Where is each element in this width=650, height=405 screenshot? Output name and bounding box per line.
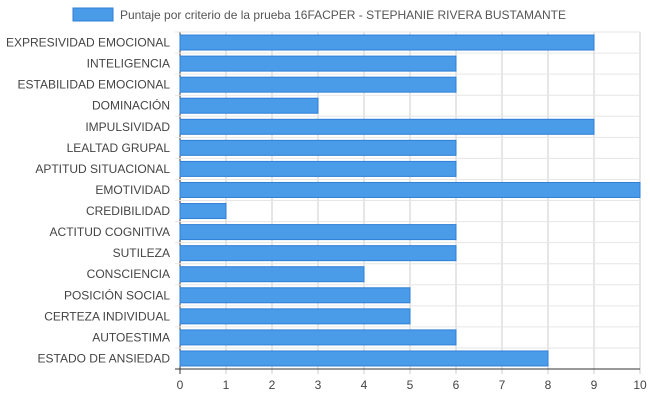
x-tick-label: 0 bbox=[177, 378, 184, 392]
bar[interactable] bbox=[179, 203, 227, 220]
x-tick-label: 3 bbox=[315, 378, 322, 392]
bar[interactable] bbox=[179, 350, 549, 367]
category-label: IMPULSIVIDAD bbox=[85, 120, 170, 134]
legend[interactable]: Puntaje por criterio de la prueba 16FACP… bbox=[72, 7, 566, 22]
category-label: ESTADO DE ANSIEDAD bbox=[38, 351, 171, 365]
x-tick-label: 9 bbox=[591, 378, 598, 392]
category-label: CREDIBILIDAD bbox=[86, 204, 170, 218]
category-labels: EXPRESIVIDAD EMOCIONAL INTELIGENCIA ESTABI… bbox=[6, 36, 170, 366]
bar[interactable] bbox=[179, 266, 365, 283]
category-label: INTELIGENCIA bbox=[87, 57, 170, 71]
category-label: ESTABILIDAD EMOCIONAL bbox=[18, 78, 171, 92]
bar[interactable] bbox=[179, 329, 457, 346]
bar[interactable] bbox=[179, 139, 457, 156]
bar[interactable] bbox=[179, 118, 595, 135]
category-label: ACTITUD COGNITIVA bbox=[50, 225, 170, 239]
bar[interactable] bbox=[179, 76, 457, 93]
x-tick-label: 5 bbox=[407, 378, 414, 392]
bar[interactable] bbox=[179, 55, 457, 72]
bars bbox=[179, 34, 641, 367]
bar[interactable] bbox=[179, 308, 411, 325]
category-label: APTITUD SITUACIONAL bbox=[35, 162, 170, 176]
x-tick-label: 2 bbox=[269, 378, 276, 392]
category-label: EMOTIVIDAD bbox=[95, 183, 170, 197]
bar[interactable] bbox=[179, 34, 595, 51]
bar[interactable] bbox=[179, 224, 457, 241]
x-tick-label: 7 bbox=[499, 378, 506, 392]
x-tick-label: 1 bbox=[223, 378, 230, 392]
bar[interactable] bbox=[179, 245, 457, 262]
bar[interactable] bbox=[179, 287, 411, 304]
x-tick-label: 4 bbox=[361, 378, 368, 392]
legend-swatch bbox=[72, 7, 114, 22]
category-label: AUTOESTIMA bbox=[92, 330, 170, 344]
category-label: CONSCIENCIA bbox=[87, 267, 170, 281]
category-label: EXPRESIVIDAD EMOCIONAL bbox=[6, 36, 170, 50]
category-label: SUTILEZA bbox=[113, 246, 170, 260]
category-label: POSICIÓN SOCIAL bbox=[64, 287, 170, 302]
category-label: DOMINACIÓN bbox=[92, 98, 170, 113]
bar[interactable] bbox=[179, 181, 641, 198]
legend-label: Puntaje por criterio de la prueba 16FACP… bbox=[120, 8, 566, 22]
bar[interactable] bbox=[179, 160, 457, 177]
x-tick-labels: 0 1 2 3 4 5 6 7 8 9 10 bbox=[177, 378, 647, 392]
x-tick-label: 10 bbox=[633, 378, 647, 392]
bar[interactable] bbox=[179, 97, 319, 114]
x-tick-label: 6 bbox=[453, 378, 460, 392]
category-label: CERTEZA INDIVIDUAL bbox=[44, 309, 170, 323]
category-label: LEALTAD GRUPAL bbox=[67, 141, 171, 155]
x-tick-label: 8 bbox=[545, 378, 552, 392]
